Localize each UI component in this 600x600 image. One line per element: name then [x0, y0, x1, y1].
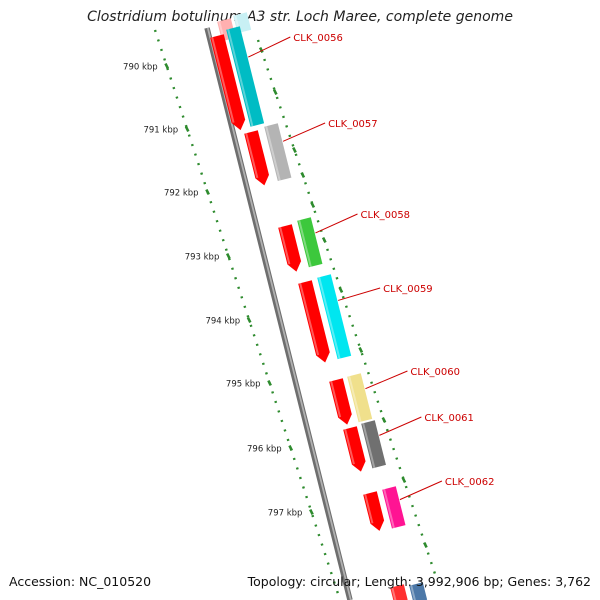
- cds-band: [382, 486, 406, 529]
- tick-label: 793 kbp: [185, 253, 220, 263]
- gene-label: CLK_0061: [424, 413, 474, 424]
- accession-text: Accession: NC_010520: [9, 574, 152, 589]
- minor-tick: [381, 417, 387, 423]
- gene-arrow: [343, 426, 366, 472]
- gene-label: CLK_0056: [293, 33, 343, 44]
- gene-arrow-body: [298, 280, 330, 363]
- cds-band-shine: [383, 488, 395, 529]
- cds-band-body: [226, 26, 265, 127]
- cds-band-body: [361, 420, 386, 469]
- gene-fragment-bottom-body: [390, 584, 408, 600]
- tick-label: 794 kbp: [205, 317, 240, 327]
- cds-band-body: [317, 274, 352, 360]
- gene-leader-line: [365, 370, 408, 390]
- gene-arrow-body: [244, 130, 269, 186]
- tick-label: 796 kbp: [247, 445, 282, 455]
- tick-layer: 790 kbp 791 kbp 792 kbp 793 kbp 794 kbp 795 k…: [123, 29, 439, 600]
- cds-band: [264, 123, 292, 182]
- minor-tick: [358, 347, 364, 353]
- gene-arrow-body: [343, 426, 366, 472]
- minor-tick: [321, 237, 327, 243]
- gene-label: CLK_0057: [328, 119, 378, 130]
- gene-arrow-shine: [279, 226, 291, 265]
- gene-arrow: [298, 280, 330, 363]
- gene-label: CLK_0060: [410, 367, 460, 378]
- cds-band-body: [264, 123, 292, 182]
- gene-arrow-shine: [245, 132, 259, 179]
- gene-arrow-shine: [344, 428, 355, 465]
- cds-band-shine: [298, 219, 312, 268]
- minor-tick: [338, 287, 344, 293]
- gene-fragment-bottom: [390, 584, 408, 600]
- cds-band: [347, 373, 373, 423]
- minor-tick: [300, 172, 306, 178]
- features-layer: [210, 12, 428, 600]
- gene-leader-line: [337, 287, 381, 301]
- major-tick: [246, 317, 252, 323]
- gene-arrow-shine: [211, 36, 235, 123]
- gene-arrow-shine: [330, 380, 342, 418]
- cds-band: [226, 26, 265, 127]
- tick-label: 797 kbp: [268, 509, 303, 519]
- gene-arrow-shine: [364, 493, 374, 524]
- backbone-layer: [204, 27, 353, 600]
- gene-arrow-shine: [299, 282, 320, 356]
- minor-tick: [310, 202, 316, 208]
- major-tick: [164, 63, 170, 69]
- gene-leader-line: [379, 416, 422, 436]
- gene-leader-line: [282, 122, 326, 142]
- gene-arrow: [244, 130, 269, 186]
- genome-summary-text: Topology: circular; Length: 3,992,906 bp…: [247, 574, 591, 589]
- gene-arrow: [278, 224, 302, 272]
- cds-fragment-bottom-body: [409, 582, 428, 600]
- major-tick: [309, 509, 314, 515]
- gene-fragment-bottom-shine: [391, 586, 397, 600]
- minor-tick: [401, 477, 407, 483]
- cds-band-shine: [318, 276, 341, 359]
- gene-leader-line: [248, 36, 291, 58]
- gene-label: CLK_0059: [383, 284, 433, 295]
- tick-label: 790 kbp: [123, 63, 158, 73]
- gene-leader-line: [399, 480, 443, 501]
- major-tick: [267, 380, 272, 386]
- minor-tick: [292, 147, 297, 153]
- gene-arrow-body: [329, 378, 352, 425]
- major-tick: [225, 253, 231, 259]
- minor-tick: [272, 89, 278, 95]
- cds-band: [297, 217, 323, 268]
- backbone-highlight: [206, 27, 352, 600]
- gene-label: CLK_0058: [360, 210, 410, 221]
- gene-arrow-body: [210, 34, 246, 131]
- gene-label: CLK_0062: [445, 477, 495, 488]
- tick-label: 791 kbp: [143, 126, 178, 136]
- map-title: Clostridium botulinum A3 str. Loch Maree…: [87, 9, 513, 25]
- labels-layer: CLK_0056 CLK_0057 CLK_0058 CLK_0059 CLK_0060…: [248, 33, 495, 501]
- cds-band-body: [297, 217, 323, 268]
- gene-arrow: [363, 491, 385, 531]
- cds-band-shine: [227, 28, 254, 127]
- minor-tick: [258, 47, 264, 53]
- gene-arrow: [210, 34, 246, 131]
- cds-band-body: [382, 486, 406, 529]
- gene-leader-line: [315, 213, 358, 234]
- minor-tick: [423, 542, 428, 548]
- gene-arrow-body: [363, 491, 385, 531]
- cds-band: [317, 274, 352, 360]
- tick-label: 792 kbp: [164, 189, 199, 199]
- cds-band-shine: [265, 125, 281, 181]
- gene-arrow-body: [278, 224, 302, 272]
- major-tick: [288, 445, 294, 451]
- cds-band-shine: [362, 422, 376, 469]
- tick-label: 795 kbp: [226, 380, 261, 390]
- cds-band: [361, 420, 386, 469]
- cds-band-shine: [348, 375, 362, 423]
- gene-arrow: [329, 378, 352, 425]
- major-tick: [184, 126, 190, 132]
- cds-band-body: [347, 373, 373, 423]
- major-tick: [205, 189, 210, 195]
